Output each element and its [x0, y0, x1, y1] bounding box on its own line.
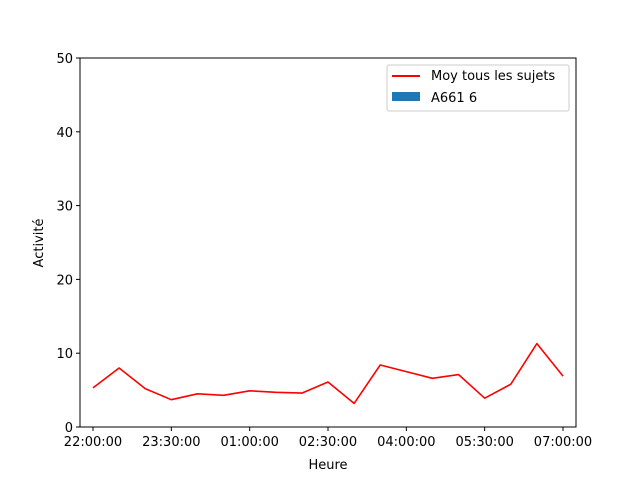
legend-entry-bar: A661 6 — [431, 91, 477, 106]
series-line-moy-tous-les-sujets — [92, 342, 564, 405]
x-tick-label-3: 02:30:00 — [299, 435, 357, 450]
y-tick-label-2: 20 — [56, 273, 73, 288]
x-axis-label: Heure — [308, 458, 347, 473]
y-tick-label-3: 30 — [56, 200, 73, 215]
y-tick-label-5: 50 — [56, 52, 73, 67]
legend-bar-swatch — [392, 92, 420, 101]
x-tick-label-5: 05:30:00 — [455, 435, 513, 450]
x-tick-label-4: 04:00:00 — [377, 435, 435, 450]
x-tick-label-2: 01:00:00 — [220, 435, 278, 450]
series-layer — [92, 342, 564, 405]
legend-entry-line: Moy tous les sujets — [431, 69, 555, 84]
x-tick-labels: 22:00:00 23:30:00 01:00:00 02:30:00 04:00:00… — [64, 435, 592, 450]
legend: Moy tous les sujets A661 6 — [386, 64, 570, 112]
y-tick-labels: 0 10 20 30 40 50 — [56, 52, 73, 436]
y-tick-label-4: 40 — [56, 126, 73, 141]
y-tick-label-1: 10 — [56, 347, 73, 362]
x-tick-label-1: 23:30:00 — [142, 435, 200, 450]
axis-ticks — [76, 57, 564, 431]
legend-box — [386, 64, 570, 112]
y-tick-label-0: 0 — [65, 421, 73, 436]
plot-frame — [79, 57, 577, 428]
y-axis-label: Activité — [32, 219, 47, 268]
x-tick-label-0: 22:00:00 — [64, 435, 122, 450]
x-tick-label-6: 07:00:00 — [534, 435, 592, 450]
